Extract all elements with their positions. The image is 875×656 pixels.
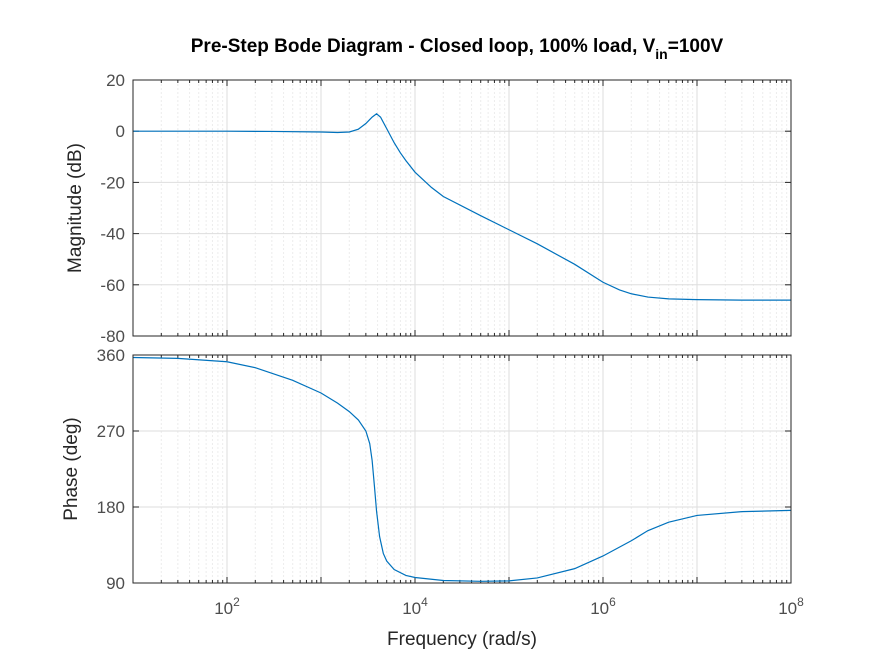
phase-y-tick-label: 270	[97, 422, 125, 441]
magnitude-y-tick-label: -20	[100, 173, 125, 192]
magnitude-y-tick-label: -60	[100, 276, 125, 295]
x-tick-base: 10	[214, 599, 233, 618]
chart-title: Pre-Step Bode Diagram - Closed loop, 100…	[191, 36, 724, 62]
magnitude-y-tick-label: -40	[100, 225, 125, 244]
magnitude-y-axis-label: Magnitude (dB)	[65, 143, 86, 273]
chart-title-subscript: in	[655, 46, 667, 62]
phase-y-tick-label: 90	[106, 574, 125, 593]
magnitude-y-tick-label: 20	[106, 71, 125, 90]
x-tick-labels: 102 104 106 108	[214, 595, 804, 618]
magnitude-y-tick-label: 0	[116, 122, 125, 141]
x-tick-label: 106	[590, 595, 616, 618]
x-tick-base: 10	[590, 599, 609, 618]
magnitude-axes-box	[132, 79, 792, 337]
x-tick-exponent: 4	[421, 595, 428, 609]
magnitude-y-tick-label: -80	[100, 327, 125, 346]
phase-series-line	[132, 356, 792, 582]
x-tick-exponent: 2	[233, 595, 240, 609]
x-tick-label: 102	[214, 595, 240, 618]
phase-y-ticks: 360 270 180 90	[97, 346, 125, 593]
chart-title-suffix: =100V	[668, 36, 724, 57]
magnitude-series-line	[133, 113, 791, 301]
phase-y-axis-label: Phase (deg)	[61, 417, 82, 521]
phase-y-tick-label: 360	[97, 346, 125, 365]
x-tick-exponent: 8	[797, 595, 804, 609]
x-tick-label: 108	[778, 595, 804, 618]
x-tick-base: 10	[778, 599, 797, 618]
x-tick-base: 10	[402, 599, 421, 618]
x-axis-label: Frequency (rad/s)	[387, 629, 537, 650]
phase-axes-box	[132, 354, 792, 584]
x-tick-label: 104	[402, 595, 428, 618]
phase-y-tick-label: 180	[97, 498, 125, 517]
magnitude-grid	[132, 79, 792, 337]
x-tick-exponent: 6	[609, 595, 616, 609]
chart-title-prefix: Pre-Step Bode Diagram - Closed loop, 100…	[191, 36, 656, 57]
magnitude-y-ticks: 20 0 -20 -40 -60 -80	[100, 71, 125, 346]
phase-panel: 360 270 180 90 Phase (deg)	[61, 346, 792, 593]
phase-grid	[132, 354, 792, 584]
magnitude-panel: 20 0 -20 -40 -60 -80 Magnitude (dB)	[65, 71, 792, 346]
